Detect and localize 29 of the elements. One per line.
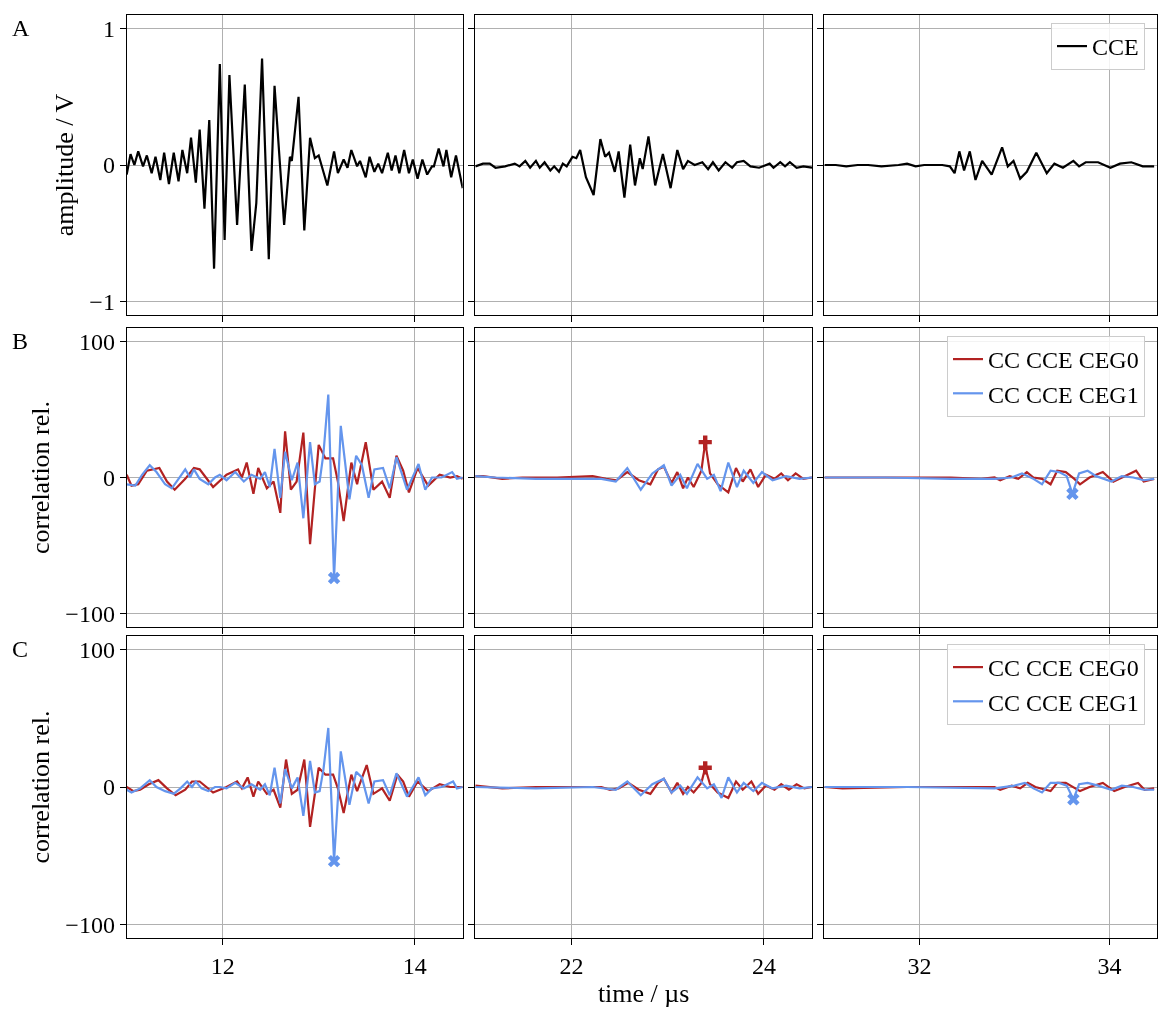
legend-label: CC CCE CEG0 [988,347,1139,374]
y-tick-label: −100 [65,600,115,627]
y-axis-title: correlation rel. [25,710,55,864]
x-tick-label: 32 [907,952,932,979]
x-tick-label: 22 [559,952,584,979]
y-tick-label: 100 [78,328,115,355]
line-series [126,758,463,828]
y-axis-title: correlation rel. [25,400,55,555]
x-axis-title: time / µs [597,979,690,1009]
y-axis-title: amplitude / V [49,93,79,237]
x-tick-label: 24 [751,952,776,979]
legend-label: CC CCE CEG0 [988,655,1139,682]
y-tick-label: 0 [102,774,115,801]
line-series [126,430,463,546]
x-tick-label: 12 [210,952,235,979]
x-tick-label: 34 [1097,952,1122,979]
legend-label: CC CCE CEG1 [988,689,1139,716]
x-tick-label: 14 [402,952,427,979]
y-tick-label: −1 [89,288,115,315]
y-tick-label: 1 [102,16,115,43]
text: A [12,15,30,41]
legend-label: CCE [1092,34,1139,61]
y-tick-label: 0 [102,152,115,179]
y-tick-label: 0 [102,464,115,491]
y-tick-label: −100 [65,911,115,938]
legend-label: CC CCE CEG1 [988,381,1139,408]
text: C [12,636,29,662]
y-tick-label: 100 [78,637,115,664]
text: B [12,328,29,354]
